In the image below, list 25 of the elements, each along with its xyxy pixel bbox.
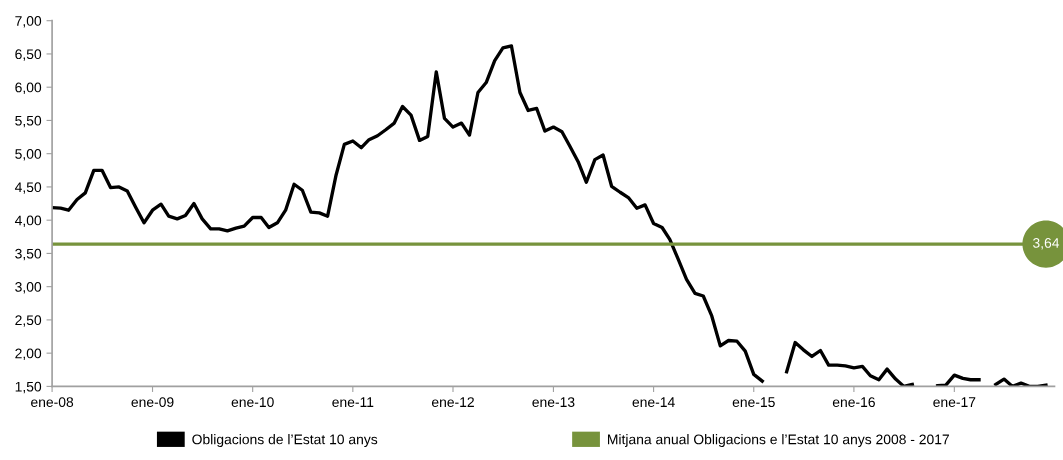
y-tick-label: 5,50 [15,115,42,128]
y-tick-label: 6,50 [15,49,42,61]
x-tick-label: ene-12 [431,397,474,408]
legend-label: Obligacions de l’Estat 10 anys [192,434,378,448]
y-tick-label: 1,50 [15,381,42,394]
y-tick-label: 6,00 [15,82,42,94]
x-tick-label: ene-09 [131,397,174,408]
y-tick-label: 2,50 [15,315,42,327]
y-tick-label: 7,00 [15,16,42,28]
x-tick-label: ene-16 [832,397,875,408]
data-label: 3,64 [1033,238,1060,250]
x-tick-label: ene-11 [332,397,374,408]
y-tick-label: 4,50 [14,182,42,194]
x-tick-label: ene-10 [231,397,274,408]
x-tick-label: ene-14 [632,397,675,408]
y-tick-label: 2,00 [15,348,42,360]
x-tick-label: ene-15 [732,397,775,408]
x-tick-label: ene-17 [933,397,976,408]
legend-label: Mitjana anual Obligacions e l’Estat 10 anys 2008 - 2017 [608,434,949,448]
x-tick-label: ene-13 [532,397,575,408]
x-tick-label: ene-08 [31,397,74,408]
y-tick-label: 5,00 [15,149,42,161]
y-tick-label: 3,00 [15,282,42,294]
y-tick-label: 4,00 [14,215,42,227]
y-tick-label: 3,50 [15,248,42,261]
